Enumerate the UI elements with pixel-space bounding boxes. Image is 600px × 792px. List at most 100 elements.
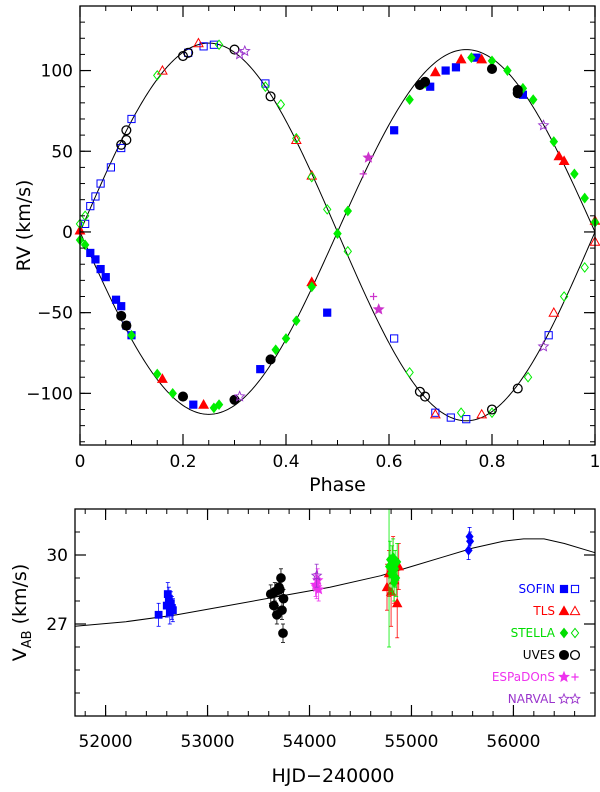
data-point [455,53,467,64]
data-point [277,605,287,616]
data-point [559,291,569,302]
legend-symbol [571,673,579,681]
legend-symbol [569,649,581,661]
data-point [310,569,323,581]
data-point [91,192,100,201]
y-tick-label: −100 [26,384,73,404]
x-tick-label: 0.4 [272,452,299,472]
x-tick-label: 54000 [282,732,336,752]
series-espadons-secondary [359,170,378,301]
data-point [229,44,240,55]
data-point [101,273,110,282]
data-point [362,151,375,163]
data-point [117,302,126,311]
systemic-model-curve [74,538,596,627]
data-point [359,170,367,178]
data-point [80,210,90,222]
series-sofin [154,582,177,627]
data-point [292,132,301,144]
data-point [86,248,95,258]
legend-label: NARVAL [508,692,556,706]
legend-symbol [570,627,580,639]
data-point [278,628,288,639]
data-point [256,365,265,374]
legend-symbol [559,584,569,594]
legend-symbol [558,649,570,661]
data-point [177,391,189,402]
data-point [390,126,399,135]
data-point [446,413,455,422]
data-point [323,308,332,317]
data-point [209,40,219,49]
data-point [528,94,538,106]
data-point [419,391,431,402]
x-axis-title: HJD−240000 [272,765,395,787]
data-point [198,399,210,409]
data-point [372,303,385,315]
data-point [476,408,488,419]
data-point [271,344,280,356]
y-tick-label: 30 [46,546,68,566]
data-point [486,63,498,74]
data-point [292,315,301,327]
data-point [486,404,498,415]
data-point [184,48,193,57]
systemic-velocity-panel: 52000 53000 54000 55000 56000 27 30 HJD−240000 V… [9,508,596,787]
data-point [487,407,497,419]
data-point [106,163,116,172]
data-point [307,171,316,183]
x-tick-label: 0.2 [169,452,196,472]
data-point [570,168,579,180]
data-point [192,37,204,48]
legend-label: STELLA [511,626,556,640]
data-point [278,593,289,604]
data-point [322,203,332,215]
y-tick-label: 100 [41,62,73,82]
x-tick-label: 0 [75,452,86,472]
x-tick-label: 0.6 [375,452,402,472]
data-point [238,44,251,57]
data-point [466,535,475,547]
data-point [111,295,121,304]
legend-symbol [559,627,569,639]
data-point [462,415,471,424]
data-point [343,245,353,257]
data-point [233,390,246,402]
series-espadons-primary [362,151,385,315]
series-stella [385,508,402,648]
data-point [405,94,414,106]
data-point [419,76,431,87]
legend: SOFIN TLS STELLA UVES ESPaDOnS NARVAL [492,582,581,706]
data-point [390,334,399,343]
phase-rv-panel: 0 0.2 0.4 0.6 0.8 1 −100 −50 0 50 100 Phase RV (km/s… [13,5,600,496]
data-point [189,400,198,409]
data-point [441,66,450,75]
data-point [558,155,570,166]
legend-label: TLS [532,604,555,618]
data-point [276,573,286,583]
data-point [512,383,523,394]
data-point [281,333,291,344]
data-point [265,354,276,365]
data-point [451,63,461,72]
y-tick-label: 0 [62,223,73,243]
data-point [503,65,512,76]
series-stella-primary [75,52,600,414]
data-point [214,399,224,411]
x-axis-title: Phase [309,474,366,496]
data-point [393,556,402,568]
data-point [121,134,132,146]
data-point [276,99,286,110]
data-point [553,150,565,161]
legend-symbol [558,692,570,705]
data-point [121,320,132,331]
y-tick-label: −50 [37,304,73,324]
data-point [544,331,553,340]
data-point [333,228,342,239]
data-point [127,114,136,124]
data-point [153,368,162,380]
series-uves [265,568,289,643]
x-tick-label: 56000 [486,732,540,752]
data-point [580,192,589,204]
